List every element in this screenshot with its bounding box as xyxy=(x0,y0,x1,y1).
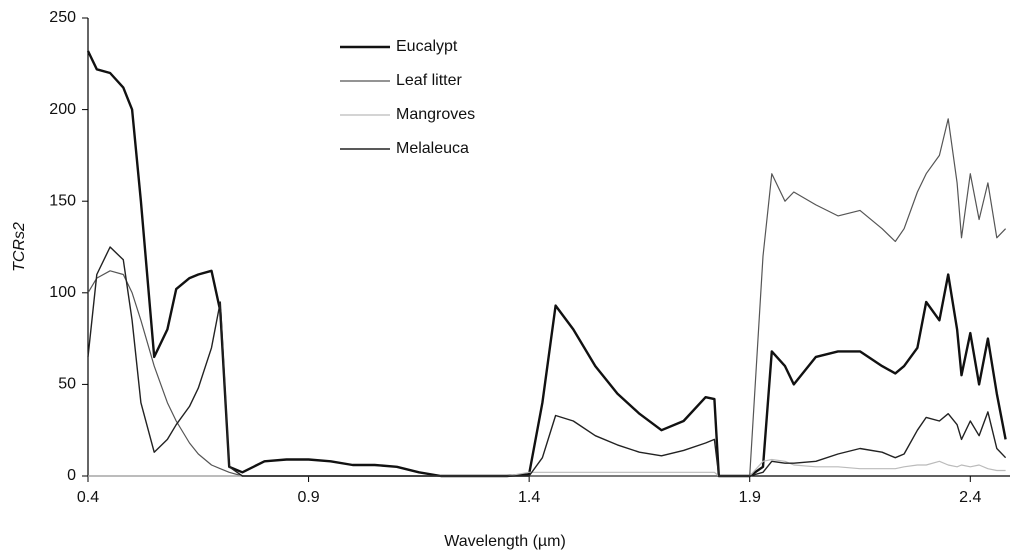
legend-label: Mangroves xyxy=(396,106,475,123)
x-axis-label: Wavelength (µm) xyxy=(444,533,566,550)
y-tick-label: 0 xyxy=(67,467,76,484)
x-tick-label: 0.4 xyxy=(77,489,99,506)
y-tick-label: 100 xyxy=(49,284,76,301)
series-line xyxy=(88,458,1006,477)
legend-label: Eucalypt xyxy=(396,38,458,55)
y-axis-label: TCRs2 xyxy=(11,222,28,272)
legend-label: Leaf litter xyxy=(396,72,462,89)
series-line xyxy=(87,246,1007,477)
series-line xyxy=(87,118,1007,477)
x-tick-label: 1.4 xyxy=(518,489,540,506)
y-tick-label: 250 xyxy=(49,9,76,26)
x-tick-label: 0.9 xyxy=(297,489,319,506)
x-tick-label: 1.9 xyxy=(739,489,761,506)
legend-label: Melaleuca xyxy=(396,140,469,157)
y-tick-label: 150 xyxy=(49,192,76,209)
y-tick-label: 50 xyxy=(58,376,76,393)
series-line xyxy=(86,50,1007,478)
y-tick-label: 200 xyxy=(49,101,76,118)
x-tick-label: 2.4 xyxy=(959,489,981,506)
